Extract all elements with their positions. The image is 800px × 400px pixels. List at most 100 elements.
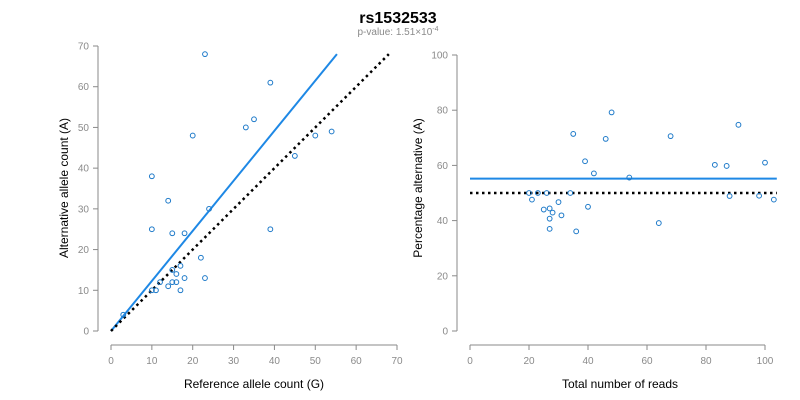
data-point xyxy=(197,254,204,261)
data-points xyxy=(526,109,777,235)
data-point xyxy=(726,193,733,199)
y-tick-label: 70 xyxy=(78,42,90,53)
data-point xyxy=(169,230,176,237)
data-point xyxy=(711,161,718,168)
data-point xyxy=(582,158,588,165)
y-axis: 0 20 40 60 80 100 Percentage alternative (A) xyxy=(411,51,458,338)
data-point xyxy=(169,267,176,273)
data-point xyxy=(543,190,550,196)
y-tick-label: 20 xyxy=(437,271,449,282)
data-point xyxy=(555,199,562,206)
x-tick-label: 20 xyxy=(523,356,535,367)
y-tick-label: 80 xyxy=(437,106,449,117)
x-tick-label: 50 xyxy=(310,356,322,367)
data-point xyxy=(546,225,553,232)
data-point xyxy=(173,271,180,277)
y-tick-label: 0 xyxy=(83,327,89,338)
x-tick-label: 30 xyxy=(228,356,240,367)
data-point xyxy=(267,226,274,233)
data-point xyxy=(177,287,184,294)
data-point xyxy=(169,279,176,286)
data-point xyxy=(181,230,188,237)
data-point xyxy=(148,173,155,180)
fitted-ratio-line xyxy=(110,53,338,332)
x-tick-label: 70 xyxy=(391,356,403,367)
data-point xyxy=(585,203,591,210)
y-tick-label: 60 xyxy=(78,82,90,93)
x-axis: 0 20 40 60 80 100 Total number of reads xyxy=(467,344,774,391)
x-tick-label: 60 xyxy=(641,356,653,367)
data-point xyxy=(667,133,674,140)
data-point xyxy=(202,275,208,281)
scatter-plot-allele-counts: 0 10 20 30 40 50 60 70 Reference allele count (G… xyxy=(57,42,403,392)
x-tick-label: 40 xyxy=(582,356,594,367)
data-point xyxy=(148,287,155,294)
data-point xyxy=(762,159,768,166)
data-point xyxy=(189,132,196,139)
data-point xyxy=(165,197,172,204)
x-tick-label: 40 xyxy=(269,356,281,367)
x-tick-label: 100 xyxy=(757,356,774,367)
p-value-exponent: -4 xyxy=(432,26,438,33)
data-point xyxy=(251,116,257,123)
data-point xyxy=(546,215,553,222)
data-point xyxy=(770,196,777,203)
y-tick-label: 0 xyxy=(442,327,448,338)
x-tick-label: 20 xyxy=(187,356,199,367)
scatter-plot-percentage-alternative: 0 20 40 60 80 100 Total number of reads 0 20 40 60… xyxy=(411,51,777,391)
data-point xyxy=(570,131,577,137)
y-tick-label: 100 xyxy=(431,51,448,62)
data-point xyxy=(529,196,535,203)
data-point xyxy=(626,174,633,181)
data-point xyxy=(328,128,335,135)
data-point xyxy=(735,121,742,128)
data-point xyxy=(202,51,208,58)
data-point xyxy=(177,262,184,269)
data-point xyxy=(148,226,155,233)
x-axis-label: Total number of reads xyxy=(562,377,678,391)
x-tick-label: 80 xyxy=(700,356,712,367)
y-tick-label: 30 xyxy=(78,204,90,215)
data-point xyxy=(206,205,212,212)
p-value-text: p-value: 1.51×10 xyxy=(357,27,432,38)
data-point xyxy=(157,279,163,286)
data-point xyxy=(591,170,597,177)
x-tick-label: 0 xyxy=(467,356,473,367)
trend-lines xyxy=(110,53,390,332)
y-axis-label: Alternative allele count (A) xyxy=(57,118,71,258)
data-point xyxy=(655,220,662,226)
x-axis: 0 10 20 30 40 50 60 70 Reference allele count (G… xyxy=(108,344,403,391)
data-point xyxy=(540,206,547,213)
data-point xyxy=(120,311,127,318)
data-point xyxy=(153,287,159,294)
x-tick-label: 60 xyxy=(351,356,363,367)
data-point xyxy=(608,109,615,116)
chart-title: rs1532533 xyxy=(359,10,437,27)
data-point xyxy=(549,209,556,216)
y-tick-label: 40 xyxy=(78,164,90,175)
data-point xyxy=(165,283,172,290)
y-axis: 0 10 20 30 40 50 60 70 Alternative allele count … xyxy=(57,42,99,338)
trend-lines xyxy=(470,177,777,195)
data-point xyxy=(534,190,541,196)
data-point xyxy=(242,124,249,131)
data-point xyxy=(181,275,188,281)
data-point xyxy=(291,153,298,159)
x-tick-label: 0 xyxy=(108,356,114,367)
data-point xyxy=(312,132,319,139)
data-points xyxy=(120,51,335,318)
p-value-label: p-value: 1.51×10-4 xyxy=(357,26,438,38)
data-point xyxy=(723,163,730,169)
data-point xyxy=(558,212,565,219)
y-tick-label: 20 xyxy=(78,245,90,256)
x-axis-label: Reference allele count (G) xyxy=(184,377,324,391)
y-tick-label: 10 xyxy=(78,286,90,297)
expected-ratio-line xyxy=(110,53,390,332)
y-tick-label: 50 xyxy=(78,123,90,134)
data-point xyxy=(267,79,274,86)
y-tick-label: 40 xyxy=(437,216,449,227)
data-point xyxy=(602,136,609,142)
data-point xyxy=(573,228,580,235)
data-point xyxy=(546,205,553,212)
